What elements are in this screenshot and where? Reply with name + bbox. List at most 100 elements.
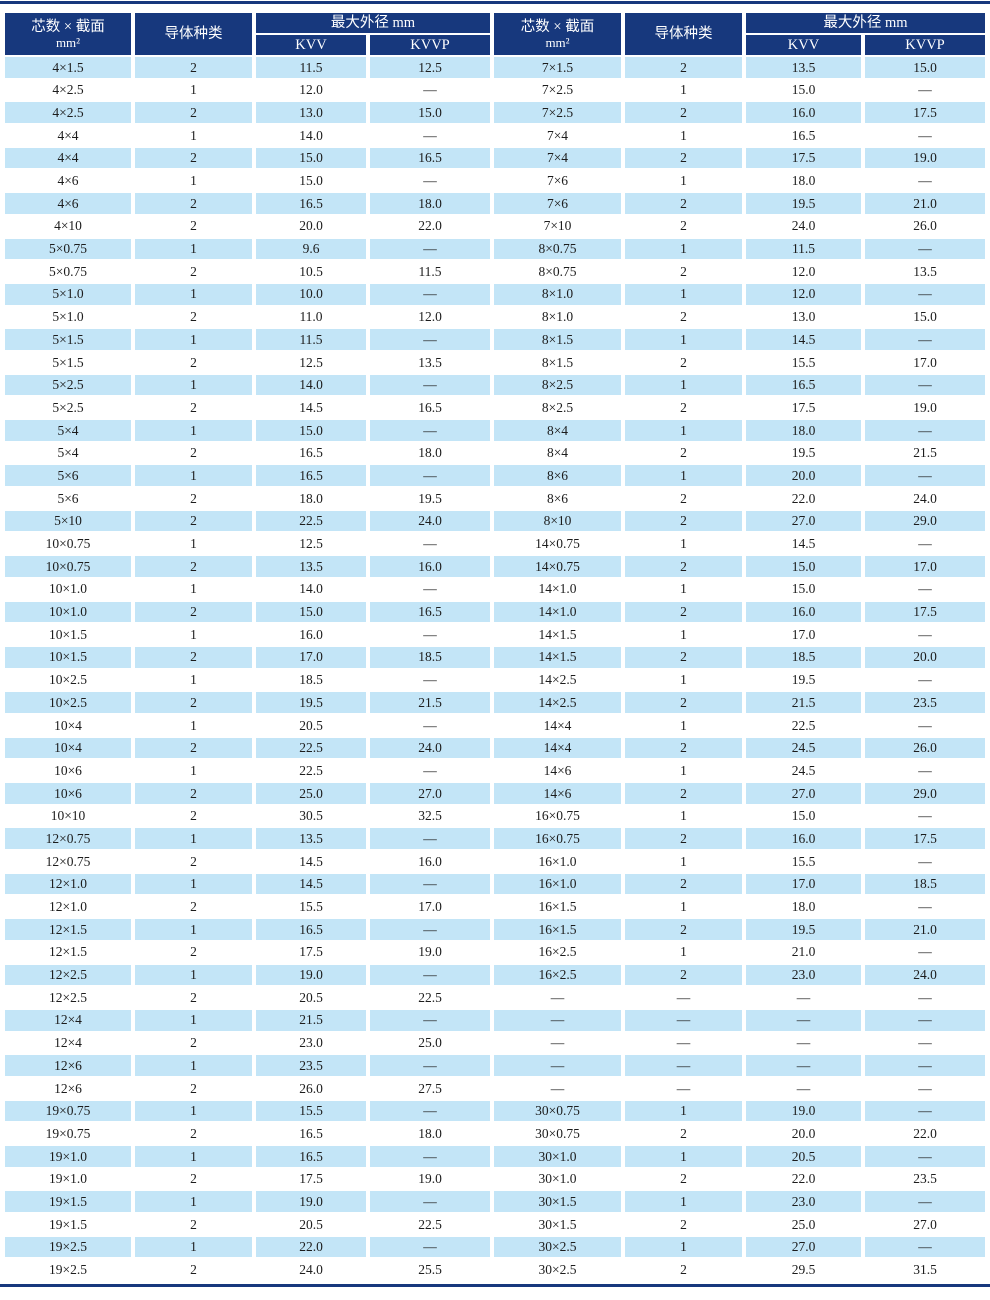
table-cell: 14×1.0 — [494, 601, 621, 623]
table-row: 19×1.5 2 20.5 22.5 30×1.5 2 25.0 27.0 — [5, 1214, 985, 1235]
table-cell: 8×1.0 — [541, 309, 574, 325]
table-cell: 2 — [625, 147, 742, 169]
table-cell: — — [370, 238, 490, 260]
table-cell: 2 — [680, 1125, 687, 1141]
table-cell: 5×1.0 — [52, 309, 84, 325]
table-cell: 17.0 — [746, 873, 861, 895]
table-cell: 7×4 — [546, 127, 569, 143]
table-cell: 2 — [625, 556, 742, 577]
table-cell: 16.5 — [256, 465, 366, 487]
table-cell: 31.5 — [913, 1262, 937, 1278]
table-cell: 1 — [135, 1055, 252, 1076]
table-cell: 4×10 — [54, 218, 82, 234]
table-cell: 27.0 — [746, 1236, 861, 1258]
table-cell: 12×1.0 — [5, 873, 131, 895]
table-cell: 14×4 — [543, 717, 572, 733]
table-cell: — — [370, 1009, 490, 1031]
table-cell: 16×1.5 — [538, 899, 577, 915]
table-cell: 16.0 — [299, 626, 323, 642]
table-cell: — — [865, 1146, 985, 1167]
table-row: 10×4 1 20.5 — 14×4 1 22.5 — — [5, 715, 985, 736]
table-cell: — — [865, 1100, 985, 1122]
table-row: 19×1.0 2 17.5 19.0 30×1.0 2 22.0 23.5 — [5, 1169, 985, 1190]
table-cell: 2 — [680, 309, 687, 325]
table-cell: 26.0 — [299, 1080, 323, 1096]
table-cell: — — [423, 672, 437, 688]
table-cell: 27.0 — [913, 1216, 937, 1232]
table-cell: 16×1.5 — [494, 919, 621, 940]
table-cell: 30×0.75 — [494, 1100, 621, 1122]
table-cell: 24.0 — [370, 510, 490, 532]
header-conductor-type-left: 导体种类 — [135, 13, 252, 55]
table-row: 10×0.75 2 13.5 16.0 14×0.75 2 15.0 17.0 — [5, 556, 985, 577]
table-cell: 20.5 — [299, 989, 323, 1005]
table-cell: — — [918, 1035, 932, 1051]
table-row: 19×0.75 1 15.5—30×0.75 1 19.0— — [5, 1100, 985, 1122]
table-cell: 22.0 — [791, 490, 816, 506]
table-row: 4×2.5 1 12.0 — 7×2.5 1 15.0 — — [5, 80, 985, 101]
table-cell: 23.5 — [865, 692, 985, 713]
table-cell: 15.0 — [913, 309, 937, 325]
table-cell: 20.5 — [746, 1146, 861, 1167]
table-cell: — — [918, 989, 932, 1005]
table-cell: 10×2.5 — [49, 672, 87, 688]
table-cell: 13.5 — [746, 57, 861, 78]
table-cell: — — [865, 1009, 985, 1031]
table-cell: 8×2.5 — [541, 399, 574, 415]
table-cell: 13.0 — [256, 102, 366, 124]
table-row: 19×2.5 2 24.0 25.5 30×2.5 2 29.5 31.5 — [5, 1259, 985, 1280]
table-cell: — — [865, 283, 985, 305]
table-cell: — — [746, 1009, 861, 1031]
table-cell: 2 — [680, 1171, 687, 1187]
table-cell: 20.0 — [791, 1125, 816, 1141]
table-cell: 2 — [680, 1262, 687, 1278]
table-cell: 1 — [135, 238, 252, 260]
table-cell: 1 — [135, 1146, 252, 1167]
table-row: 10×2.5 2 19.5 21.5 14×2.5 2 21.5 23.5 — [5, 692, 985, 713]
table-cell: — — [370, 964, 490, 986]
table-cell: 15.0 — [256, 147, 366, 169]
table-cell: 1 — [190, 626, 197, 642]
table-cell: 4×2.5 — [52, 82, 84, 98]
header-cores-section-label: 芯数 × 截面 — [520, 18, 595, 35]
table-cell: 1 — [190, 762, 197, 778]
table-cell: 1 — [190, 82, 197, 98]
table-cell: 18.0 — [791, 173, 816, 189]
table-cell: 10×6 — [5, 783, 131, 804]
table-cell: 8×10 — [494, 510, 621, 532]
table-cell: 19.0 — [418, 944, 442, 960]
table-cell: 1 — [680, 717, 687, 733]
table-cell: 11.5 — [256, 329, 366, 350]
table-row: 12×0.75 1 13.5—16×0.75 2 16.0 17.5 — [5, 828, 985, 850]
table-cell: 17.0 — [256, 646, 366, 668]
header-conductor-type-right: 导体种类 — [625, 13, 742, 55]
table-cell: 17.5 — [791, 399, 816, 415]
table-cell: 2 — [135, 556, 252, 577]
header-kvvp-left: KVVP — [370, 35, 490, 55]
table-cell: 18.5 — [299, 672, 323, 688]
table-cell: 1 — [135, 919, 252, 940]
table-cell: 18.5 — [370, 646, 490, 668]
header-cores-section-label: 芯数 × 截面 — [31, 18, 105, 35]
table-cell: 2 — [680, 1216, 687, 1232]
table-cell: 29.5 — [791, 1262, 816, 1278]
table-cell: 1 — [135, 1236, 252, 1258]
table-row: 5×4 2 16.5 18.0 8×4 2 19.5 21.5 — [5, 443, 985, 464]
table-row: 12×6 1 23.5— — — — — — [5, 1055, 985, 1076]
table-cell: 1 — [680, 899, 687, 915]
table-cell: — — [423, 626, 437, 642]
table-cell: 12×2.5 — [5, 964, 131, 986]
table-cell: 18.0 — [746, 420, 861, 441]
table-cell: 10×1.0 — [5, 601, 131, 623]
table-row: 10×1.5 2 17.0 18.5 14×1.5 2 18.5 20.0 — [5, 646, 985, 668]
table-cell: — — [550, 989, 565, 1005]
table-cell: 18.0 — [299, 490, 323, 506]
table-cell: 24.0 — [865, 964, 985, 986]
table-cell: — — [494, 1055, 621, 1076]
table-cell: 30×2.5 — [494, 1236, 621, 1258]
table-cell: 8×4 — [546, 445, 569, 461]
table-cell: 11.0 — [299, 309, 323, 325]
table-cell: 2 — [625, 692, 742, 713]
table-cell: — — [865, 238, 985, 260]
table-cell: 2 — [680, 263, 687, 279]
